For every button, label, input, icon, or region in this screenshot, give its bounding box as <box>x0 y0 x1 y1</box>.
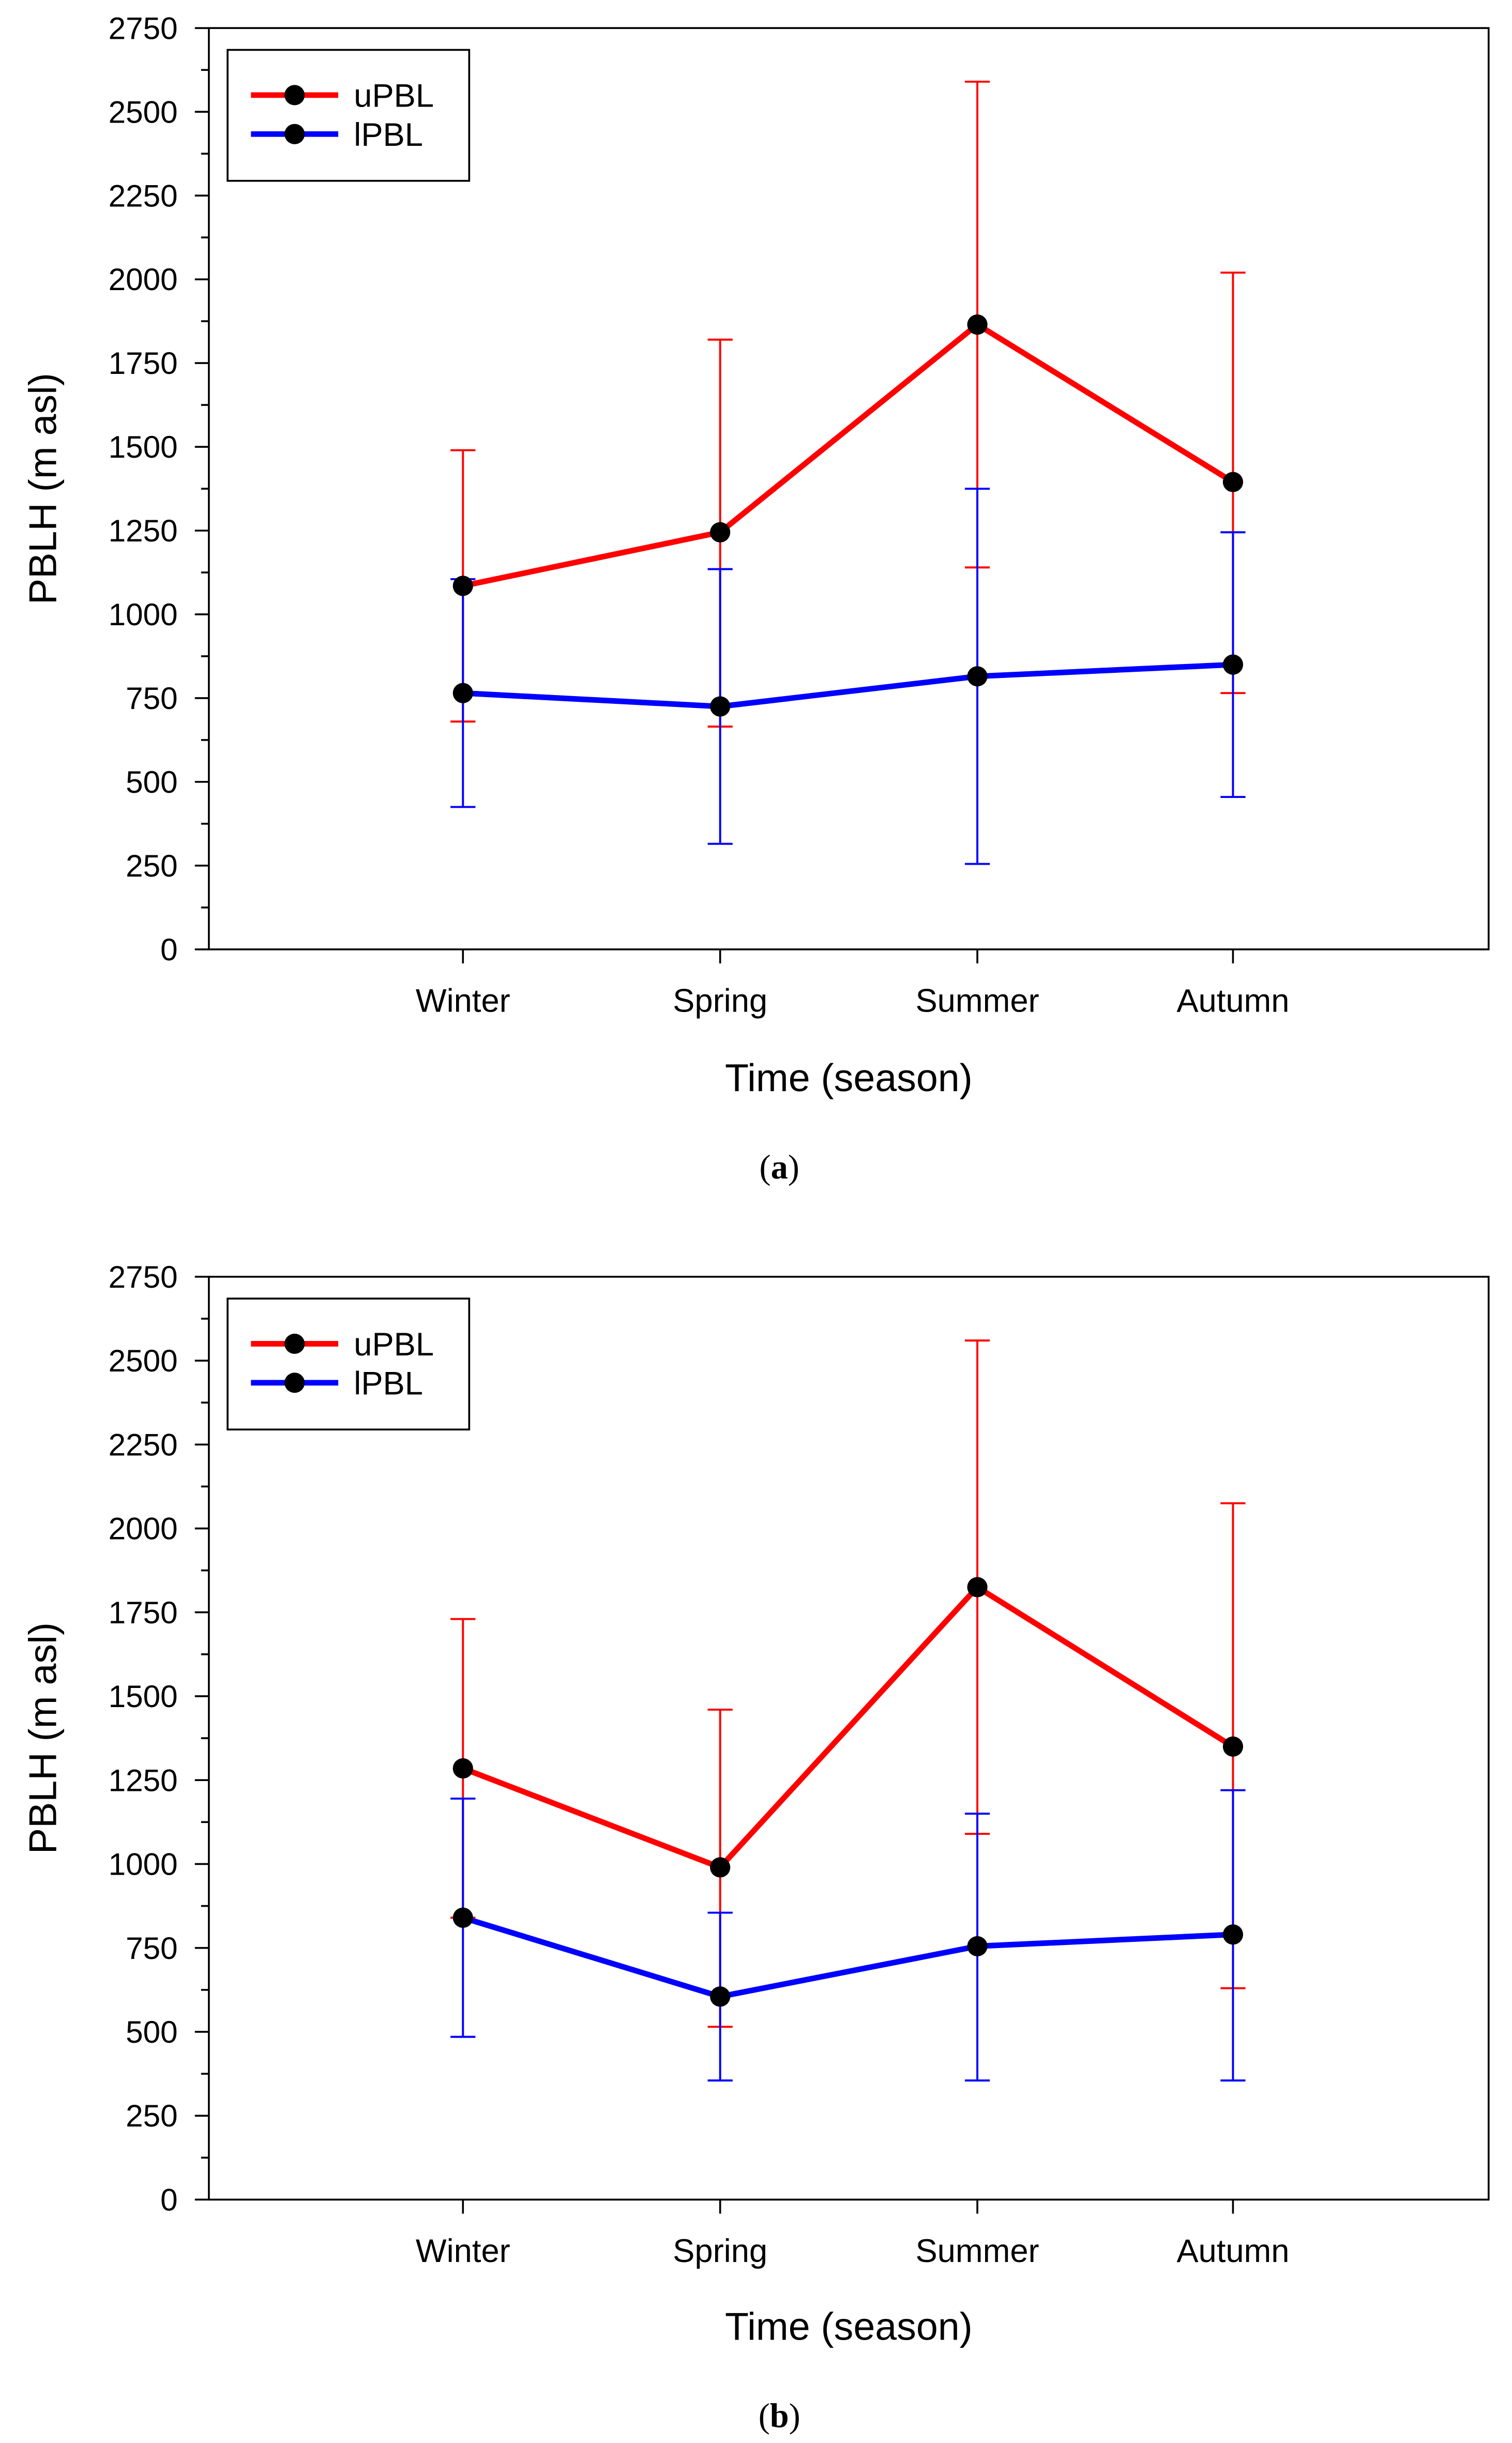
data-point-uPBL <box>452 1758 473 1779</box>
y-tick-label: 1750 <box>109 1595 178 1630</box>
data-point-lPBL <box>967 1936 988 1957</box>
data-point-uPBL <box>1222 472 1244 492</box>
chart-panel-b: 0 250 500 750 1000 1250 1500 1750 2000 2250 2500 27… <box>21 1259 1490 2435</box>
legend-box <box>226 1298 471 1431</box>
y-tick-label: 2750 <box>109 10 178 46</box>
x-axis-title: Time (season) <box>725 1056 973 1099</box>
legend-label-uPBL: uPBL <box>354 1326 434 1363</box>
y-tick-label: 750 <box>126 681 178 716</box>
legend-label-lPBL: lPBL <box>354 1365 423 1401</box>
y-tick-label: 250 <box>126 848 178 883</box>
data-point-lPBL <box>710 1986 731 2007</box>
y-tick-label: 1500 <box>109 429 178 464</box>
series-line-uPBL <box>462 1584 1235 1871</box>
series-line-lPBL <box>462 1915 1233 2000</box>
y-tick-label: 250 <box>126 2098 178 2133</box>
y-tick-label: 2250 <box>109 178 178 213</box>
y-axis-title: PBLH (m asl) <box>21 373 65 605</box>
legend-label-uPBL: uPBL <box>354 78 434 114</box>
y-tick-label: 750 <box>126 1931 178 1966</box>
x-tick-label: Autumn <box>1176 983 1289 1019</box>
data-point-uPBL <box>710 1857 731 1878</box>
y-tick-label: 2500 <box>109 94 178 129</box>
x-axis-title: Time (season) <box>725 2305 973 2348</box>
y-tick-label: 1000 <box>109 597 178 632</box>
x-tick-label: Spring <box>673 983 767 1019</box>
y-tick-label: 2000 <box>109 262 178 297</box>
data-point-lPBL <box>1222 1924 1244 1945</box>
data-point-lPBL <box>452 683 473 703</box>
data-point-uPBL <box>1222 1736 1244 1757</box>
panel-label: a <box>771 1149 788 1186</box>
panel-caption: (a) <box>760 1149 799 1186</box>
x-tick-label: Winter <box>416 2233 510 2269</box>
y-tick-label: 1750 <box>109 345 178 381</box>
data-point-lPBL <box>452 1907 473 1928</box>
series-line-uPBL <box>462 322 1235 589</box>
legend-marker-uPBL <box>284 85 305 105</box>
y-tick-label: 2250 <box>109 1427 178 1462</box>
legend-marker-uPBL <box>284 1333 305 1354</box>
legend-marker-lPBL <box>284 1373 305 1393</box>
y-tick-label: 2500 <box>109 1343 178 1378</box>
x-tick-label: Summer <box>915 2233 1039 2269</box>
data-point-uPBL <box>967 1577 988 1597</box>
y-tick-label: 500 <box>126 2014 178 2049</box>
y-axis-title: PBLH (m asl) <box>21 1622 65 1854</box>
series-line-lPBL <box>463 661 1233 710</box>
y-tick-label: 1250 <box>109 1762 178 1798</box>
y-tick-label: 0 <box>160 932 178 967</box>
legend-box <box>226 49 471 182</box>
y-tick-label: 1000 <box>109 1847 178 1882</box>
data-point-lPBL <box>710 696 731 717</box>
data-point-uPBL <box>710 522 731 542</box>
data-point-uPBL <box>967 314 988 335</box>
chart-panel-a: 0 250 500 750 1000 1250 1500 1750 2000 2250 2500 27… <box>21 10 1490 1186</box>
x-tick-label: Spring <box>673 2233 767 2269</box>
y-tick-label: 0 <box>160 2182 178 2217</box>
data-point-lPBL <box>967 666 988 687</box>
panel-label: b <box>770 2397 789 2435</box>
y-tick-label: 2000 <box>109 1511 178 1546</box>
y-tick-label: 1500 <box>109 1679 178 1714</box>
panel-caption: (b) <box>759 2397 800 2435</box>
y-tick-label: 500 <box>126 764 178 800</box>
y-tick-label: 2750 <box>109 1259 178 1294</box>
data-point-lPBL <box>1222 654 1244 675</box>
x-tick-label: Winter <box>416 983 510 1019</box>
legend-label-lPBL: lPBL <box>354 117 423 153</box>
x-tick-label: Summer <box>915 983 1039 1019</box>
legend-marker-lPBL <box>284 124 305 144</box>
data-point-uPBL <box>452 576 473 596</box>
y-tick-label: 1250 <box>109 513 178 548</box>
x-tick-label: Autumn <box>1176 2233 1289 2269</box>
